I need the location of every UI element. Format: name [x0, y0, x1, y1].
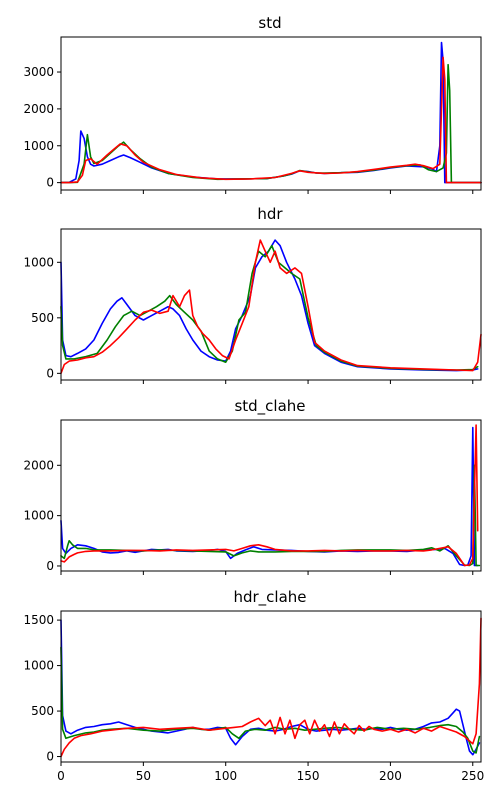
y-tick-label: 1000: [23, 255, 54, 269]
axes-frame: [60, 610, 482, 763]
x-tick-label: 100: [214, 769, 237, 783]
series-line-0: [60, 41, 482, 184]
series-line-1: [60, 244, 479, 371]
series-line-2: [60, 424, 479, 567]
axes-frame: [60, 36, 482, 191]
x-tick-label: 150: [297, 769, 320, 783]
series-line-0: [60, 619, 481, 756]
x-tick-label: 200: [379, 769, 402, 783]
y-tick-label: 1000: [23, 509, 54, 523]
series-line-0: [60, 239, 479, 372]
subplot-std-clahe: std_clahe 0 1000 2000: [23, 397, 482, 575]
y-tick-label: 0: [46, 750, 54, 764]
subplot-title: hdr: [257, 205, 283, 223]
y-tick-label: 0: [46, 176, 54, 190]
subplot-title: hdr_clahe: [233, 588, 306, 607]
y-tick-label: 0: [46, 559, 54, 573]
y-tick-label: 2000: [23, 458, 54, 472]
y-tick-label: 500: [31, 311, 54, 325]
series-line-1: [60, 646, 481, 754]
series-line-2: [60, 617, 482, 758]
y-tick-label: 1000: [23, 659, 54, 673]
y-tick-label: 1000: [23, 139, 54, 153]
plot-area: 0 500 1000: [23, 228, 482, 384]
subplot-hdr: hdr 0 500 1000: [23, 205, 482, 384]
y-tick-label: 0: [46, 366, 54, 380]
series-line-0: [60, 426, 479, 567]
y-tick-label: 3000: [23, 65, 54, 79]
subplot-title: std_clahe: [234, 397, 305, 416]
y-tick-label: 500: [31, 704, 54, 718]
x-tick-label: 0: [57, 769, 65, 783]
subplot-hdr-clahe: hdr_clahe 0 500 1000 1500 0 50 100 150 200 250: [23, 588, 484, 783]
y-tick-label: 1500: [23, 613, 54, 627]
subplot-std: std 0 1000 2000 3000: [23, 14, 482, 194]
series-line-2: [60, 239, 482, 375]
y-tick-label: 2000: [23, 102, 54, 116]
plot-area: 0 500 1000 1500 0 50 100 150 200 250: [23, 610, 484, 783]
plot-area: 0 1000 2000 3000: [23, 36, 482, 194]
subplot-title: std: [258, 14, 281, 32]
axes-frame: [60, 419, 482, 572]
x-tick-label: 250: [461, 769, 484, 783]
axes-frame: [60, 228, 482, 381]
series-line-2: [60, 56, 482, 184]
x-tick-label: 50: [136, 769, 151, 783]
plot-area: 0 1000 2000: [23, 419, 482, 575]
